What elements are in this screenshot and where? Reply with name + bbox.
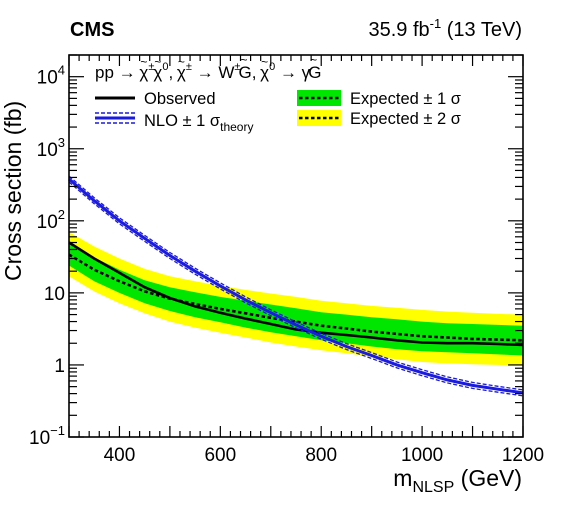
- legend: Observed NLO ± 1 σtheory Expected ± 1 σ …: [95, 90, 461, 134]
- x-tick-label: 800: [305, 445, 337, 466]
- x-axis-title: mNLSP (GeV): [393, 465, 522, 496]
- y-tick-label: 103: [37, 135, 65, 161]
- series-lines: [68, 175, 524, 397]
- process-label: pp → ~ χ±~ χ0, ~ χ± → W±~ G, ~ χ0 → γ~ G: [95, 53, 321, 82]
- x-tick-label: 600: [204, 445, 236, 466]
- y-tick-label: 104: [37, 63, 65, 89]
- plot-frame: [68, 54, 524, 438]
- legend-exp1-label: Expected ± 1 σ: [350, 90, 461, 108]
- y-axis-title: Cross section (fb): [0, 101, 26, 281]
- y-tick-label: 10−1: [29, 423, 65, 449]
- observed-line: [68, 241, 524, 347]
- expected-line: [68, 253, 524, 342]
- tilde-b: ~: [140, 55, 147, 69]
- band-1sigma: [69, 242, 523, 356]
- nlo-line: [68, 177, 524, 395]
- y-tick-label: 102: [37, 207, 65, 233]
- legend-nlo-label: NLO ± 1 σtheory: [144, 112, 253, 134]
- legend-exp2-label: Expected ± 2 σ: [350, 110, 461, 128]
- y-tick-label: 10: [44, 284, 65, 305]
- lumi-label: 35.9 fb-1 (13 TeV): [368, 16, 522, 41]
- nlo-lower-line: [68, 181, 524, 397]
- cms-label: CMS: [70, 19, 114, 41]
- expected-bands: [69, 232, 523, 366]
- x-tick-label: 400: [104, 445, 136, 466]
- x-tick-label: 1200: [502, 445, 544, 466]
- nlo-upper-line: [68, 175, 524, 391]
- axis-ticks: 400 600 800 1000 1200 10−1 1 10 102 103 104: [29, 54, 544, 466]
- x-tick-label: 1000: [401, 445, 443, 466]
- legend-observed-label: Observed: [144, 90, 216, 108]
- y-tick-label: 1: [54, 356, 65, 377]
